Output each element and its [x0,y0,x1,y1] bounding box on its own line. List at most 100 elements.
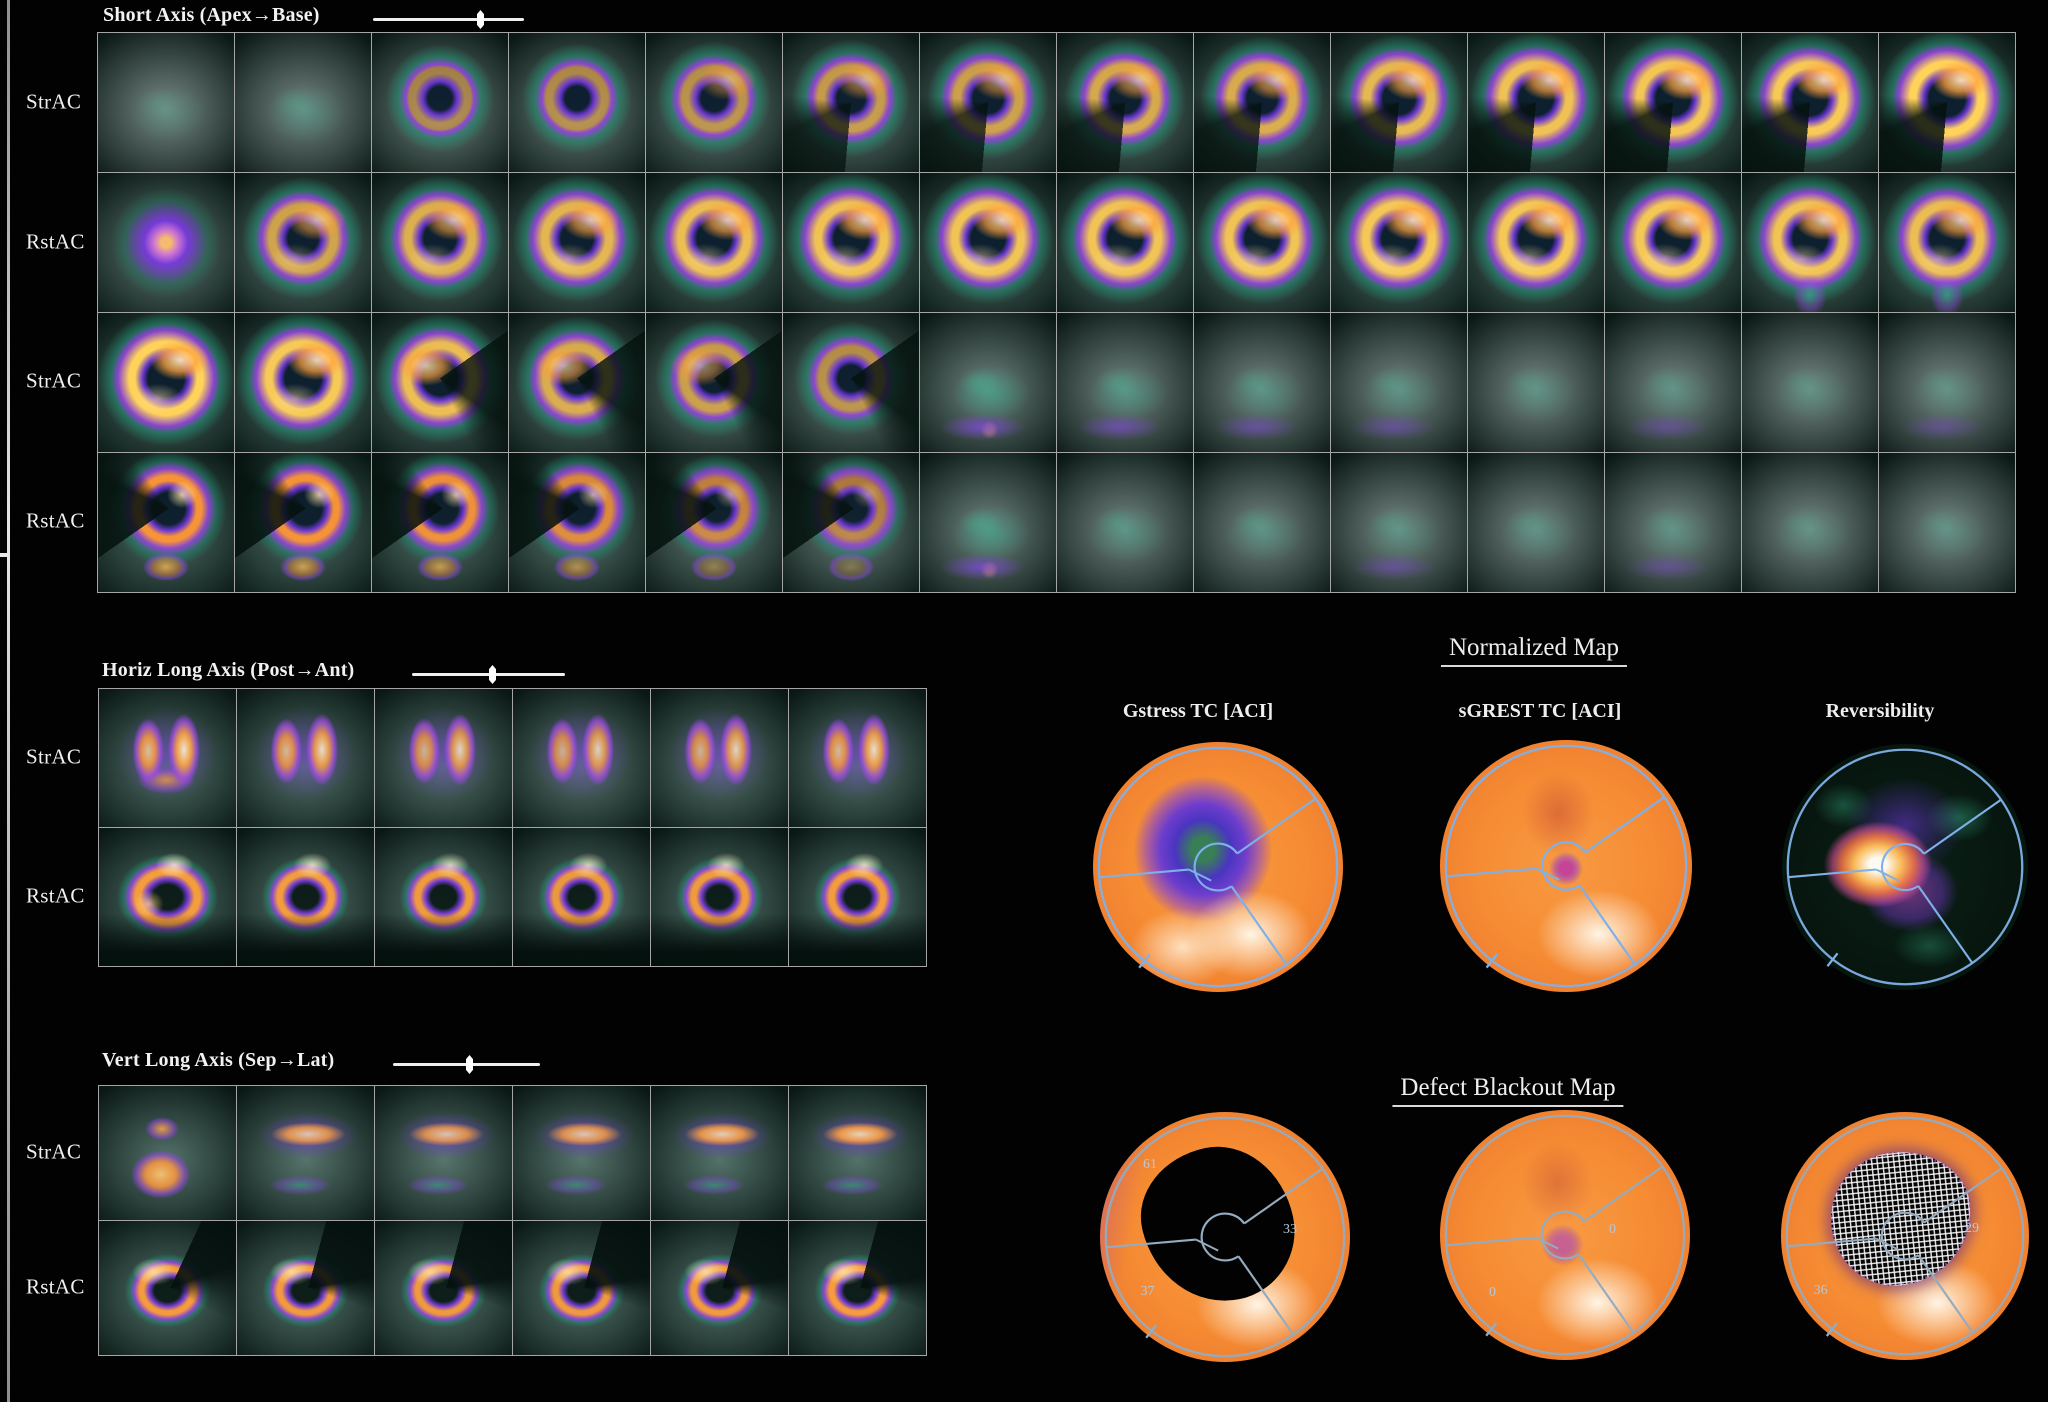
slice-cell[interactable] [1057,453,1193,592]
slice-cell[interactable] [651,1221,788,1355]
slice-cell[interactable] [1879,453,2015,592]
slice-cell[interactable] [646,173,782,312]
slice-cell[interactable] [237,828,374,966]
slice-cell[interactable] [1742,173,1878,312]
slice-cell[interactable] [237,1086,374,1220]
short-axis-grid [97,32,2016,593]
slice-cell[interactable] [372,173,508,312]
slider-thumb[interactable] [489,665,496,684]
slice-cell[interactable] [372,33,508,172]
slice-cell[interactable] [1194,313,1330,452]
slice-cell[interactable] [509,173,645,312]
territory-score: 37 [1140,1284,1155,1299]
slice-cell[interactable] [99,828,236,966]
gstress-map-title: Gstress TC [ACI] [1122,700,1274,722]
slice-cell[interactable] [375,1086,512,1220]
slice-cell[interactable] [1879,33,2015,172]
slice-cell[interactable] [920,453,1056,592]
slice-cell[interactable] [789,1086,926,1220]
slice-cell[interactable] [1331,173,1467,312]
slice-cell[interactable] [98,173,234,312]
slice-cell[interactable] [235,313,371,452]
slice-cell[interactable] [651,1086,788,1220]
slice-cell[interactable] [920,33,1056,172]
slice-cell[interactable] [372,313,508,452]
slice-cell[interactable] [646,313,782,452]
slice-cell[interactable] [509,313,645,452]
slice-cell[interactable] [237,1221,374,1355]
slice-cell[interactable] [1194,33,1330,172]
row-label-strac: StrAC [26,744,82,769]
slice-cell[interactable] [1605,173,1741,312]
row-label-rstac: RstAC [26,883,85,908]
slice-cell[interactable] [1605,33,1741,172]
slice-cell[interactable] [783,33,919,172]
slice-cell[interactable] [1879,173,2015,312]
slice-cell[interactable] [99,1086,236,1220]
slice-cell[interactable] [513,1221,650,1355]
reversibility-whiteout-disc [1781,1112,2029,1360]
slice-cell[interactable] [651,689,788,827]
reversibility-map-title: Reversibility [1825,700,1935,722]
slice-cell[interactable] [1742,313,1878,452]
slice-cell[interactable] [1468,173,1604,312]
slice-cell[interactable] [237,689,374,827]
slice-cell[interactable] [1742,33,1878,172]
vert-long-axis-slice-slider[interactable] [393,1055,540,1075]
short-axis-slice-slider[interactable] [373,10,524,30]
slice-cell[interactable] [1057,173,1193,312]
slice-cell[interactable] [513,828,650,966]
slice-cell[interactable] [98,453,234,592]
slice-cell[interactable] [1605,453,1741,592]
slice-cell[interactable] [789,1221,926,1355]
slice-cell[interactable] [235,453,371,592]
slice-cell[interactable] [235,33,371,172]
slice-cell[interactable] [1879,313,2015,452]
row-label-rstac: RstAC [26,1274,85,1299]
horiz-long-axis-slice-slider[interactable] [412,665,565,685]
slice-cell[interactable] [98,313,234,452]
slice-cell[interactable] [1742,453,1878,592]
slice-cell[interactable] [1057,313,1193,452]
slice-cell[interactable] [1331,453,1467,592]
slice-cell[interactable] [509,453,645,592]
slice-cell[interactable] [920,173,1056,312]
slice-cell[interactable] [1057,33,1193,172]
slice-cell[interactable] [235,173,371,312]
slice-cell[interactable] [513,1086,650,1220]
slice-cell[interactable] [783,453,919,592]
slice-cell[interactable] [1194,173,1330,312]
slice-cell[interactable] [646,33,782,172]
slice-cell[interactable] [783,173,919,312]
slice-cell[interactable] [1331,33,1467,172]
slice-cell[interactable] [375,1221,512,1355]
slice-cell[interactable] [646,453,782,592]
slice-cell[interactable] [99,1221,236,1355]
slice-cell[interactable] [783,313,919,452]
territory-score: 61 [1143,1156,1157,1172]
vert-long-axis-header: Vert Long Axis (Sep→Lat) [102,1049,334,1072]
slice-cell[interactable] [375,828,512,966]
slice-cell[interactable] [920,313,1056,452]
reversibility-normalized-disc [1782,744,2028,990]
slice-cell[interactable] [99,689,236,827]
slider-thumb[interactable] [466,1055,473,1074]
slice-cell[interactable] [1331,313,1467,452]
slice-cell[interactable] [1468,33,1604,172]
slice-cell[interactable] [98,33,234,172]
slice-cell[interactable] [789,689,926,827]
slider-thumb[interactable] [477,10,484,29]
territory-score: 33 [1283,1221,1297,1237]
slice-cell[interactable] [513,689,650,827]
row-label-strac: StrAC [26,368,82,393]
short-axis-title: Short Axis (Apex→Base) [103,4,320,26]
slice-cell[interactable] [375,689,512,827]
slice-cell[interactable] [1605,313,1741,452]
slice-cell[interactable] [651,828,788,966]
slice-cell[interactable] [509,33,645,172]
slice-cell[interactable] [1194,453,1330,592]
slice-cell[interactable] [372,453,508,592]
slice-cell[interactable] [789,828,926,966]
slice-cell[interactable] [1468,453,1604,592]
slice-cell[interactable] [1468,313,1604,452]
